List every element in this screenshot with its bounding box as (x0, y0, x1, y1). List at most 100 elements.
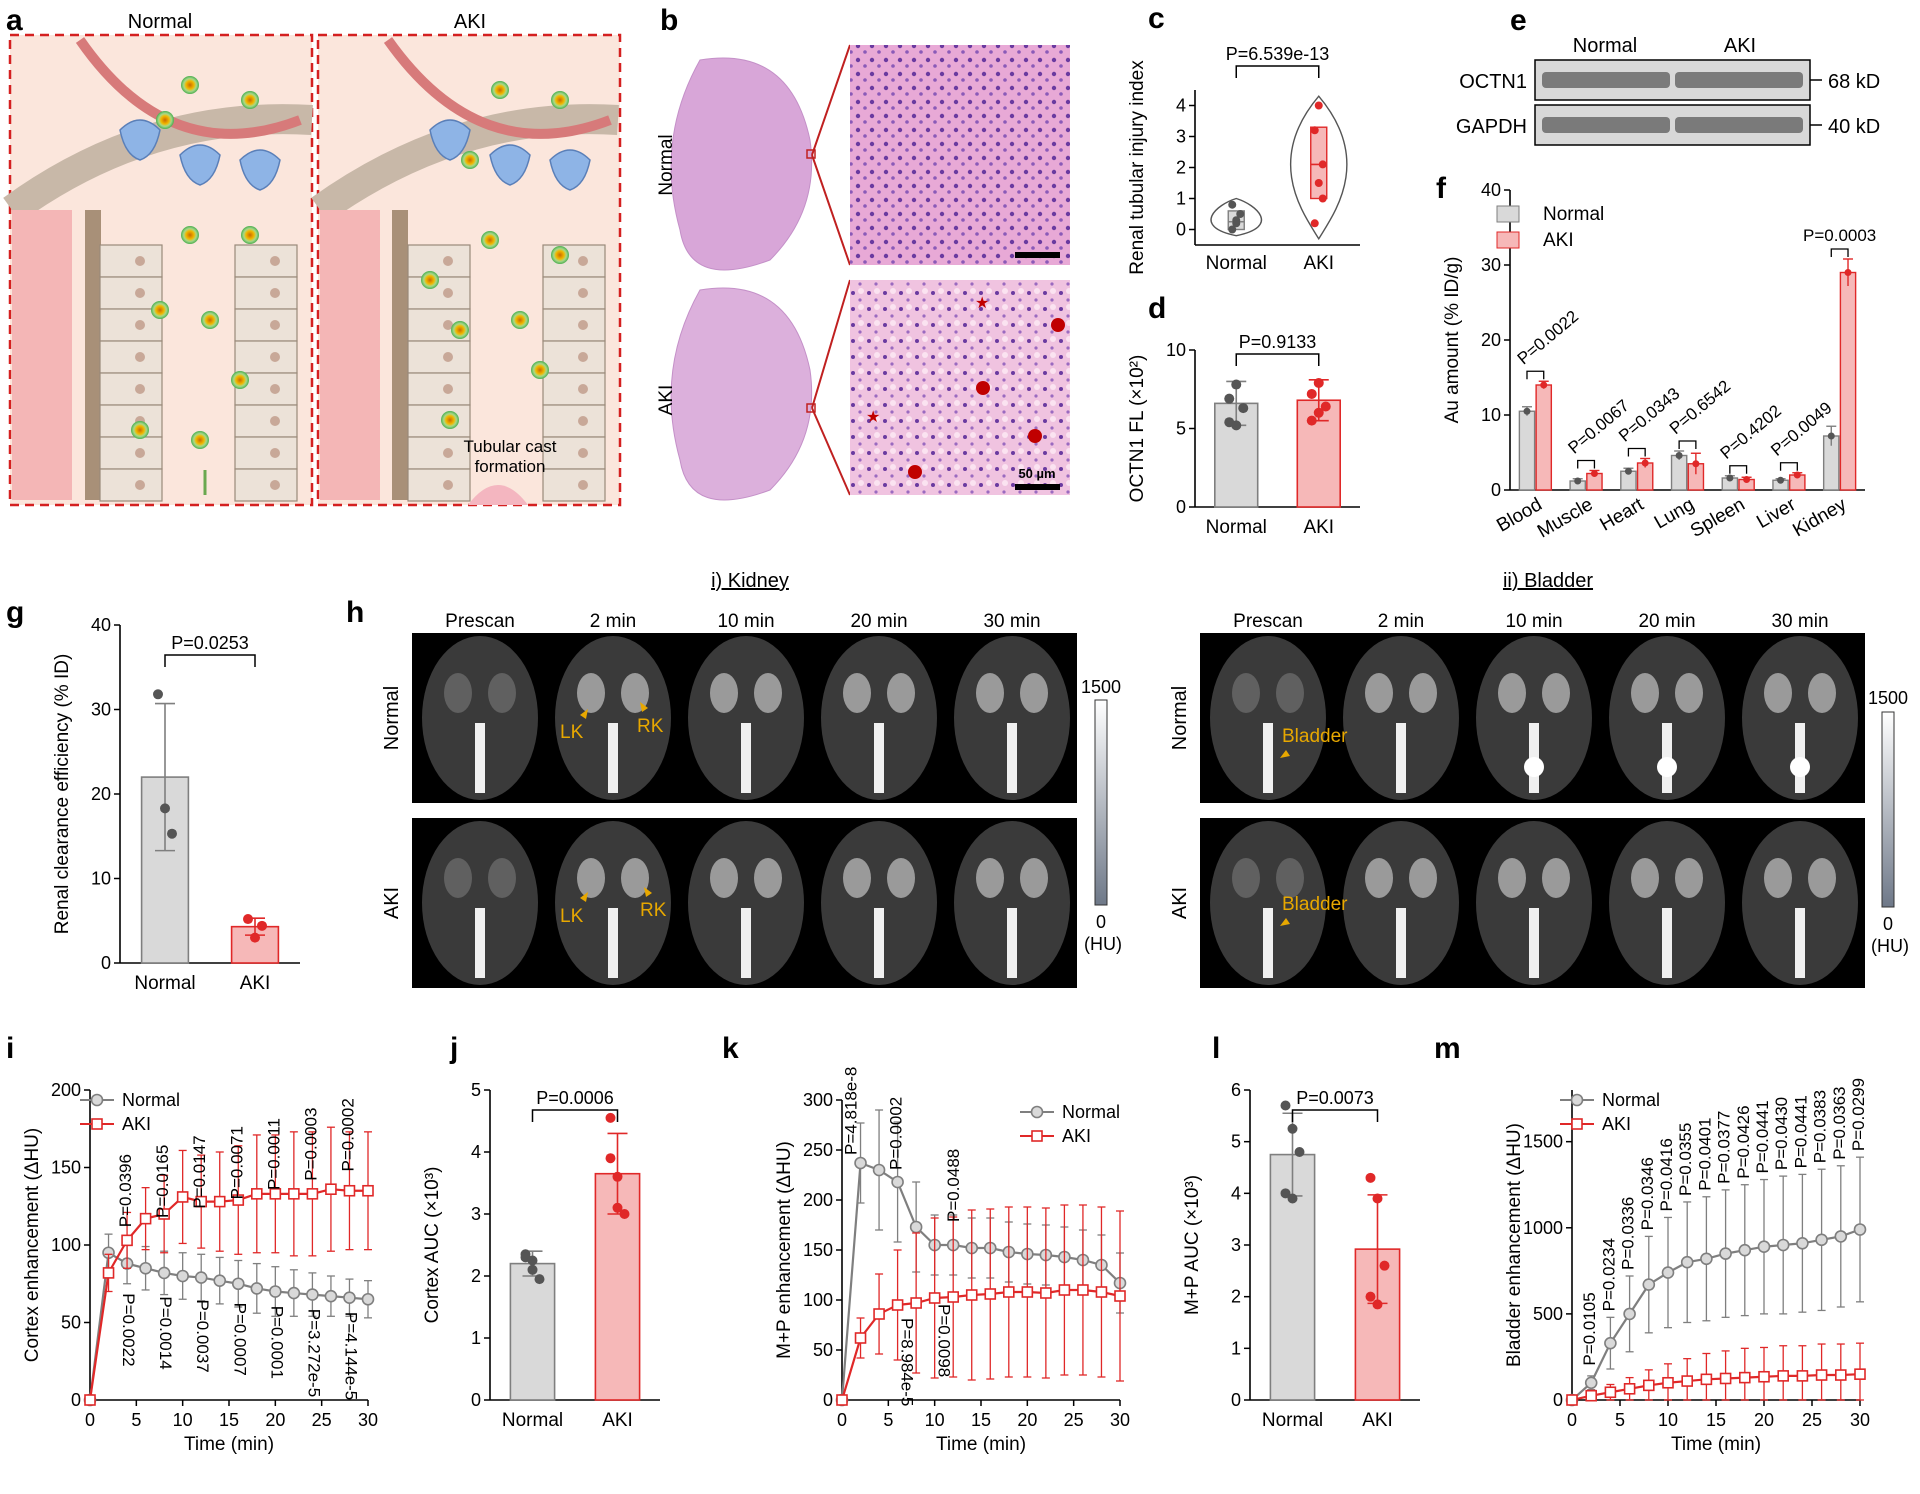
cell-nucleus (443, 480, 453, 490)
cell-nucleus (578, 320, 588, 330)
i-marker-normal (176, 1269, 189, 1283)
svg-text:★: ★ (866, 409, 880, 426)
j-sig-bracket (531, 1109, 619, 1122)
i-marker-aki (232, 1194, 245, 1206)
ct-marker-bladder: Bladder (1282, 726, 1348, 747)
i-marker-normal (231, 1277, 245, 1291)
k-x-tick-label: 20 (1017, 1410, 1037, 1430)
tubule-cell (234, 276, 298, 310)
m-pvalue: P=0.0105 (1580, 1292, 1599, 1365)
ct-bladder-bright (1790, 757, 1810, 777)
f-bar-blood-aki (1535, 384, 1553, 491)
nanoparticle (461, 151, 479, 169)
histology-aki-image (850, 280, 1070, 495)
f-bar-blood-normal (1518, 410, 1536, 491)
k-x-tick-label: 15 (971, 1410, 991, 1430)
ct-organ (1276, 858, 1304, 898)
d-data-point (1238, 403, 1249, 414)
cell-nucleus (135, 288, 145, 298)
m-marker-normal (1738, 1243, 1752, 1257)
cell-nucleus (578, 448, 588, 458)
k-legend-aki: AKI (1062, 1126, 1091, 1146)
ct-organ (710, 673, 738, 713)
k-y-tick-label: 150 (803, 1240, 833, 1260)
ct-organ (444, 673, 472, 713)
cell-nucleus (578, 256, 588, 266)
c-y-tick-label: 2 (1176, 158, 1186, 178)
panel-letter-j: j (449, 1032, 458, 1065)
k-marker-aki (965, 1289, 978, 1301)
i-pvalue-aki: P=0.0011 (264, 1118, 283, 1190)
g-y-tick-label: 30 (91, 700, 111, 720)
ct-organ (1409, 673, 1437, 713)
g-y-tick-label: 20 (91, 784, 111, 804)
ct-timepoint-header: 10 min (717, 611, 774, 632)
tubule-cell (542, 340, 606, 374)
m-pvalue: P=0.0234 (1599, 1238, 1618, 1311)
k-y-tick-label: 200 (803, 1190, 833, 1210)
i-marker-normal (213, 1274, 227, 1287)
ct-organ (843, 858, 871, 898)
k-marker-aki (928, 1292, 941, 1304)
k-line-normal (840, 1161, 1121, 1401)
i-marker-aki (213, 1195, 226, 1208)
nanoparticle (131, 421, 149, 439)
schematic-aki-title: AKI (454, 11, 486, 33)
nanoparticle (201, 311, 219, 329)
panel-e-western-blot: Normal AKI OCTN1 GAPDH 68 kD 40 kD (1456, 35, 1880, 146)
m-legend-normal: Normal (1602, 1090, 1660, 1110)
panel-letter-c: c (1148, 2, 1165, 35)
k-marker-aki (1021, 1286, 1034, 1298)
cell-nucleus (443, 256, 453, 266)
tubule-cell (407, 372, 471, 406)
m-marker-normal (1700, 1252, 1713, 1266)
ct-organ (1631, 858, 1659, 898)
ct-organ (1232, 858, 1260, 898)
tubule-cell (542, 404, 606, 438)
tubule-cell (99, 244, 163, 278)
j-y-tick-label: 2 (471, 1266, 481, 1286)
m-x-tick-label: 30 (1850, 1410, 1870, 1430)
c-ylabel: Renal tubular injury index (1127, 60, 1148, 275)
ct-timepoint-header: 20 min (1638, 611, 1695, 632)
ct-timepoint-header: 10 min (1505, 611, 1562, 632)
c-sig-bracket (1235, 65, 1320, 78)
tubule-cell (99, 436, 163, 470)
ct-spine (1007, 908, 1017, 978)
i-marker-normal (343, 1291, 356, 1304)
i-x-tick-label: 10 (173, 1410, 193, 1430)
ct-marker-rk-aki: RK (640, 900, 667, 921)
d-data-point (1231, 379, 1242, 390)
ct-organ (1232, 673, 1260, 713)
m-ylabel: Bladder enhancement (ΔHU) (1504, 1123, 1525, 1367)
ct-kidney-row-normal: Normal (381, 686, 403, 750)
f-data-point (1675, 452, 1683, 459)
k-marker-aki (854, 1332, 867, 1344)
k-line-aki (840, 1288, 1121, 1401)
k-marker-aki (910, 1297, 922, 1309)
m-x-tick-label: 10 (1658, 1410, 1678, 1430)
tubule-cell (407, 436, 471, 470)
j-y-tick-label: 0 (471, 1390, 481, 1410)
c-data-point (1236, 210, 1245, 218)
ct-organ (1542, 673, 1570, 713)
ct-organ (1365, 858, 1393, 898)
g-y-tick-label: 0 (101, 953, 111, 973)
m-legend-marker-normal (1570, 1093, 1584, 1107)
ct-spine (741, 908, 751, 978)
i-marker-aki (343, 1184, 356, 1197)
i-y-tick-label: 200 (51, 1080, 81, 1100)
d-data-point (1313, 377, 1324, 388)
cell-nucleus (270, 384, 280, 394)
m-x-tick-label: 5 (1615, 1410, 1625, 1430)
i-xlabel: Time (min) (184, 1434, 274, 1455)
blot-size-gapdh: 40 kD (1828, 116, 1880, 138)
k-x-tick-label: 0 (837, 1410, 847, 1430)
k-marker-aki (1040, 1287, 1052, 1299)
i-y-tick-label: 150 (51, 1158, 81, 1178)
i-marker-aki (306, 1188, 319, 1200)
f-y-tick-label: 10 (1481, 405, 1501, 425)
l-data-point (1365, 1291, 1376, 1302)
